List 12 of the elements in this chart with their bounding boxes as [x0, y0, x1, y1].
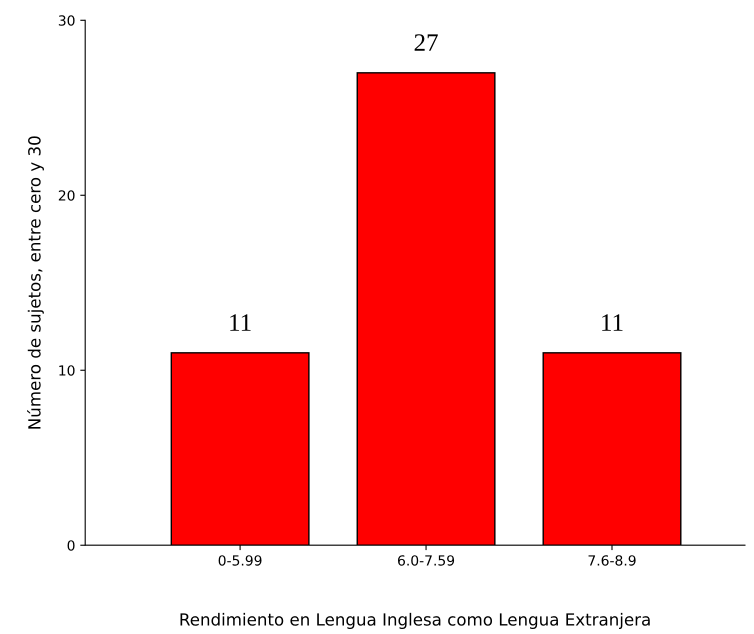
x-axis-title: Rendimiento en Lengua Inglesa como Lengua Extranjera	[180, 612, 650, 629]
data-label: 11	[602, 314, 623, 331]
data-label: 11	[230, 314, 251, 331]
data-label: 27	[414, 34, 438, 51]
x-tick-label: 6.0-7.59	[398, 555, 454, 566]
y-tick-label: 0	[68, 540, 75, 551]
x-tick-label: 7.6-8.9	[588, 555, 636, 566]
y-tick-label: 20	[58, 190, 75, 201]
x-tick-label: 0-5.99	[218, 555, 262, 566]
y-tick-label: 30	[58, 15, 75, 26]
y-tick-label: 10	[59, 365, 75, 376]
y-axis-title: Número de sujetos, entre cero y 30	[27, 136, 44, 429]
